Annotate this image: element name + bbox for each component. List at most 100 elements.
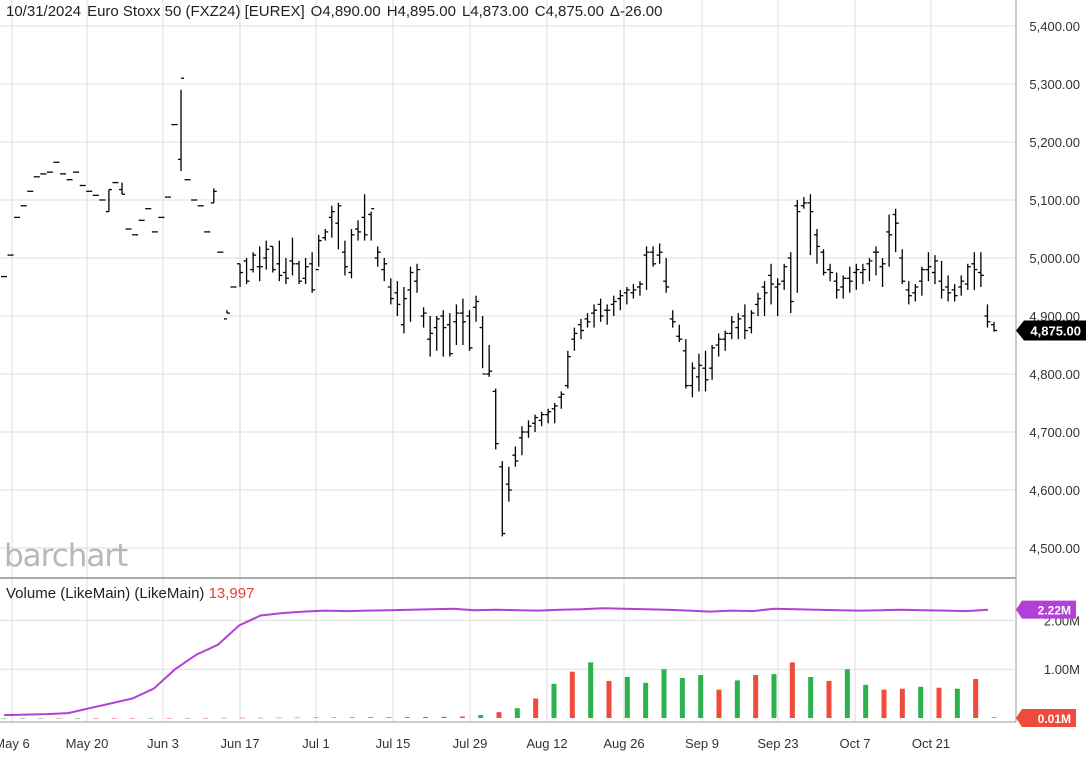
volume-bar <box>129 717 135 719</box>
volume-bar <box>74 717 80 719</box>
x-tick-label: Jul 29 <box>453 736 488 751</box>
price-tick-label: 5,100.00 <box>1029 193 1080 208</box>
volume-bar <box>478 715 484 718</box>
volume-bar <box>276 717 282 719</box>
volume-bar <box>551 683 557 718</box>
price-tick-label: 4,600.00 <box>1029 483 1080 498</box>
volume-bar <box>423 717 429 718</box>
open-interest-label-bg <box>1016 600 1076 619</box>
volume-bar <box>368 717 374 718</box>
volume-bar <box>588 662 594 718</box>
volume-bar <box>973 678 979 718</box>
volume-bar <box>56 717 62 719</box>
volume-bar <box>991 717 997 718</box>
x-tick-label: Jun 17 <box>220 736 259 751</box>
volume-bar <box>404 717 410 718</box>
last-price-label-bg <box>1016 320 1086 341</box>
x-tick-label: Aug 26 <box>603 736 644 751</box>
price-tick-label: 4,800.00 <box>1029 367 1080 382</box>
volume-header: Volume (LikeMain) (LikeMain) 13,997 <box>6 585 254 602</box>
volume-bar <box>313 717 319 719</box>
x-tick-label: May 6 <box>0 736 30 751</box>
volume-bar <box>533 698 539 718</box>
volume-bar <box>441 716 447 718</box>
volume-value: 13,997 <box>208 585 255 602</box>
price-tick-label: 5,300.00 <box>1029 77 1080 92</box>
volume-bar <box>808 677 814 718</box>
volume-bar <box>19 717 25 719</box>
header-open: O4,890.00 <box>310 3 381 20</box>
volume-label: Volume (LikeMain) (LikeMain) <box>6 585 205 602</box>
volume-bar <box>643 682 649 718</box>
volume-bar <box>863 684 869 718</box>
price-tick-label: 4,900.00 <box>1029 309 1080 324</box>
volume-bar <box>166 717 172 719</box>
volume-bar <box>221 717 227 719</box>
volume-bar <box>734 680 740 718</box>
open-interest-label: 2.22M <box>1038 604 1071 618</box>
price-tick-label: 5,400.00 <box>1029 19 1080 34</box>
volume-bar <box>514 708 520 718</box>
volume-bar <box>1 717 7 719</box>
header-close: C4,875.00 <box>534 3 604 20</box>
volume-bar <box>918 686 924 718</box>
x-tick-label: Jul 15 <box>376 736 411 751</box>
x-tick-label: May 20 <box>66 736 109 751</box>
volume-bar <box>954 688 960 718</box>
volume-bar <box>38 717 44 719</box>
open-interest-line <box>3 607 989 717</box>
volume-bar <box>148 717 154 719</box>
volume-bar <box>899 688 905 718</box>
x-tick-label: Jun 3 <box>147 736 179 751</box>
volume-bar <box>826 680 832 718</box>
volume-bar <box>111 717 117 719</box>
price-tick-label: 4,500.00 <box>1029 541 1080 556</box>
price-tick-label: 4,700.00 <box>1029 425 1080 440</box>
header-low: L4,873.00 <box>461 3 529 20</box>
volume-bar <box>936 687 942 718</box>
volume-bar <box>624 677 630 718</box>
volume-bar <box>496 712 502 718</box>
price-tick-label: 5,000.00 <box>1029 251 1080 266</box>
volume-bar <box>386 717 392 718</box>
volume-last-label-bg <box>1016 709 1076 727</box>
x-tick-label: Sep 23 <box>757 736 798 751</box>
volume-bar <box>716 689 722 718</box>
volume-bar <box>184 717 190 719</box>
volume-bar <box>789 662 795 718</box>
volume-bar <box>93 717 99 719</box>
volume-bar <box>203 717 209 719</box>
x-tick-label: Aug 12 <box>526 736 567 751</box>
volume-bar <box>331 717 337 718</box>
volume-bar <box>294 717 300 719</box>
x-tick-label: Oct 21 <box>912 736 950 751</box>
header-date: 10/31/2024 <box>6 3 82 20</box>
volume-bar <box>844 669 850 718</box>
x-tick-label: Oct 7 <box>839 736 870 751</box>
x-tick-label: Jul 1 <box>302 736 329 751</box>
volume-bar <box>698 675 704 718</box>
header-instrument: Euro Stoxx 50 (FXZ24) [EUREX] <box>87 3 305 20</box>
volume-bar <box>569 671 575 718</box>
header-high: H4,895.00 <box>386 3 456 20</box>
volume-bar <box>771 674 777 718</box>
x-tick-label: Sep 9 <box>685 736 719 751</box>
volume-tick-label: 1.00M <box>1044 662 1080 677</box>
price-tick-label: 5,200.00 <box>1029 135 1080 150</box>
header-change: Δ-26.00 <box>609 3 663 20</box>
barchart-logo: barchart <box>4 538 128 574</box>
volume-last-label: 0.01M <box>1038 712 1071 726</box>
volume-bar <box>349 717 355 718</box>
volume-bar <box>258 717 264 719</box>
last-price-label: 4,875.00 <box>1030 324 1081 339</box>
volume-bar <box>606 680 612 718</box>
volume-bar <box>459 716 465 718</box>
volume-bar <box>679 677 685 718</box>
volume-bar <box>881 689 887 718</box>
price-header: 10/31/2024 Euro Stoxx 50 (FXZ24) [EUREX] O… <box>6 3 668 20</box>
volume-bar <box>239 717 245 719</box>
volume-bar <box>661 669 667 718</box>
volume-bar <box>753 675 759 718</box>
